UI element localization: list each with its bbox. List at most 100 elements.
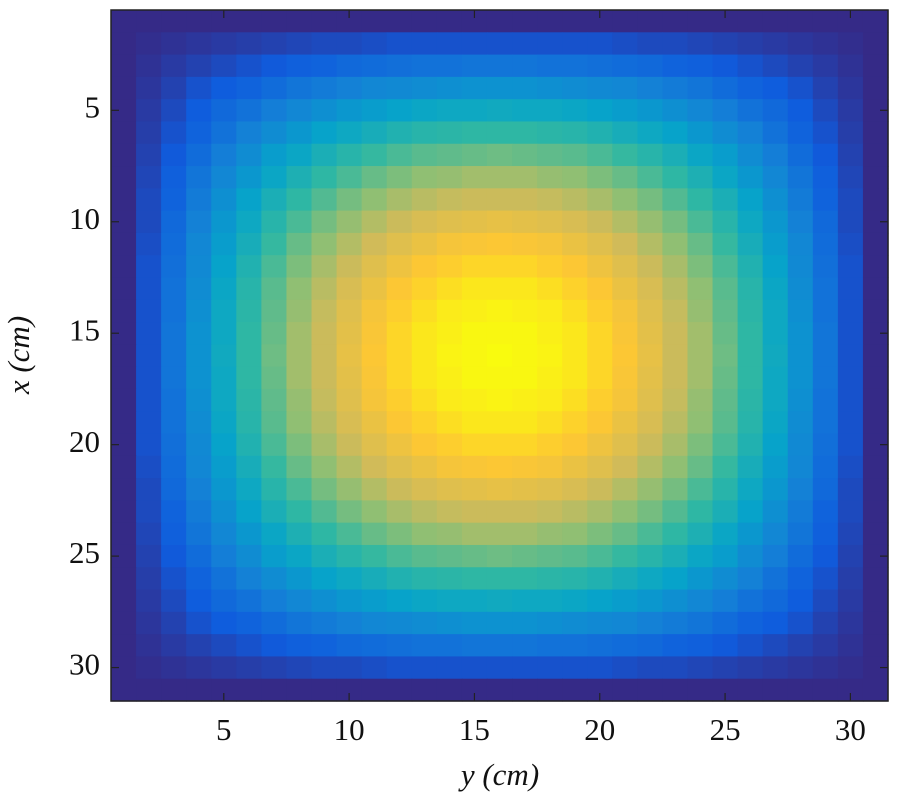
- heatmap-cell: [411, 299, 438, 323]
- heatmap-cell: [236, 299, 262, 323]
- heatmap-cell: [587, 76, 613, 100]
- heatmap-cell: [286, 76, 313, 100]
- heatmap-cell: [537, 210, 563, 234]
- heatmap-cell: [261, 299, 288, 323]
- heatmap-cell: [386, 522, 413, 546]
- heatmap-cell: [461, 366, 488, 390]
- heatmap-cell: [486, 344, 513, 368]
- heatmap-cell: [311, 411, 338, 435]
- heatmap-cell: [211, 54, 237, 78]
- heatmap-cell: [186, 188, 212, 212]
- heatmap-cell: [136, 76, 162, 100]
- heatmap-cell: [386, 433, 413, 457]
- heatmap-cell: [236, 433, 262, 457]
- heatmap-cell: [837, 611, 864, 635]
- heatmap-cell: [236, 188, 262, 212]
- heatmap-cell: [812, 478, 839, 501]
- heatmap-cell: [712, 322, 739, 345]
- y-tick-label: 20: [69, 424, 100, 459]
- heatmap-cell: [637, 589, 664, 613]
- heatmap-cell: [712, 500, 739, 524]
- heatmap-cell: [762, 255, 789, 279]
- heatmap-cell: [812, 522, 839, 546]
- heatmap-cell: [587, 567, 613, 591]
- heatmap-cell: [762, 277, 789, 301]
- heatmap-cell: [812, 210, 839, 234]
- heatmap-cell: [236, 500, 262, 524]
- x-tick-label: 30: [835, 712, 866, 747]
- heatmap-cell: [261, 611, 288, 635]
- heatmap-cell: [787, 388, 814, 412]
- heatmap-cell: [186, 678, 212, 702]
- heatmap-cell: [486, 478, 513, 501]
- heatmap-cell: [787, 411, 814, 435]
- heatmap-cell: [361, 500, 388, 524]
- heatmap-cell: [862, 455, 889, 479]
- heatmap-cell: [862, 322, 889, 345]
- heatmap-cell: [136, 567, 162, 591]
- heatmap-cell: [386, 299, 413, 323]
- heatmap-cell: [411, 143, 438, 167]
- heatmap-cell: [361, 589, 388, 613]
- heatmap-cell: [812, 99, 839, 123]
- heatmap-cell: [512, 255, 538, 279]
- heatmap-cell: [562, 567, 588, 591]
- heatmap-cell: [211, 143, 237, 167]
- heatmap-cell: [837, 634, 864, 658]
- heatmap-cell: [211, 99, 237, 123]
- heatmap-cell: [612, 455, 638, 479]
- heatmap-cell: [186, 166, 212, 189]
- heatmap-cell: [486, 455, 513, 479]
- heatmap-cell: [637, 478, 664, 501]
- heatmap-cell: [286, 121, 313, 145]
- heatmap-cell: [812, 611, 839, 635]
- heatmap-cell: [812, 76, 839, 100]
- heatmap-cell: [512, 656, 538, 680]
- heatmap-cell: [587, 678, 613, 702]
- heatmap-cell: [862, 143, 889, 167]
- heatmap-cell: [687, 322, 714, 345]
- heatmap-cell: [286, 32, 313, 56]
- heatmap-cell: [512, 54, 538, 78]
- heatmap-cell: [286, 589, 313, 613]
- heatmap-cell: [587, 166, 613, 189]
- heatmap-cell: [837, 344, 864, 368]
- heatmap-cell: [411, 634, 438, 658]
- heatmap-cell: [386, 634, 413, 658]
- heatmap-cell: [862, 188, 889, 212]
- heatmap-cell: [612, 656, 638, 680]
- heatmap-cell: [361, 366, 388, 390]
- heatmap-cell: [837, 567, 864, 591]
- heatmap-cell: [161, 143, 187, 167]
- heatmap-cell: [862, 10, 889, 33]
- heatmap-cell: [236, 678, 262, 702]
- heatmap-cell: [662, 10, 689, 33]
- heatmap-cell: [336, 567, 363, 591]
- heatmap-cell: [587, 210, 613, 234]
- heatmap-cell: [261, 121, 288, 145]
- heatmap-cell: [136, 634, 162, 658]
- heatmap-cell: [336, 210, 363, 234]
- heatmap-cell: [111, 589, 137, 613]
- heatmap-cell: [111, 188, 137, 212]
- heatmap-cell: [762, 522, 789, 546]
- heatmap-cell: [762, 166, 789, 189]
- heatmap-cell: [136, 656, 162, 680]
- heatmap-cell: [687, 567, 714, 591]
- heatmap-cell: [186, 544, 212, 568]
- heatmap-cell: [562, 344, 588, 368]
- heatmap-cell: [712, 611, 739, 635]
- heatmap-cell: [311, 143, 338, 167]
- heatmap-cell: [486, 299, 513, 323]
- heatmap-cell: [286, 656, 313, 680]
- heatmap-cell: [211, 500, 237, 524]
- heatmap-cell: [261, 522, 288, 546]
- heatmap-cell: [211, 166, 237, 189]
- heatmap-cell: [737, 54, 764, 78]
- heatmap-cell: [862, 589, 889, 613]
- heatmap-cell: [837, 433, 864, 457]
- heatmap-cell: [662, 611, 689, 635]
- heatmap-cell: [812, 411, 839, 435]
- heatmap-cell: [486, 433, 513, 457]
- heatmap-cell: [837, 188, 864, 212]
